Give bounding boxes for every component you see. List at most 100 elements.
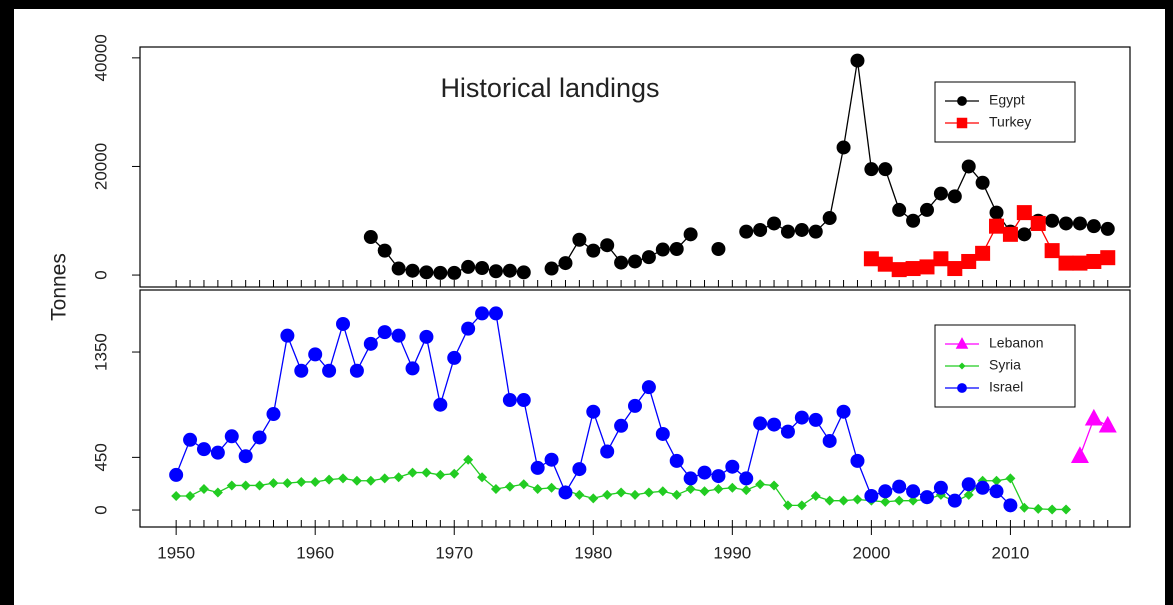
data-point — [933, 480, 948, 495]
data-point — [877, 256, 893, 272]
data-point — [641, 380, 656, 395]
data-point — [769, 480, 780, 491]
legend-label: Turkey — [989, 114, 1031, 130]
data-point — [947, 493, 962, 508]
data-point — [1005, 473, 1016, 484]
data-point — [810, 490, 821, 501]
data-point — [669, 241, 684, 256]
data-point — [1084, 408, 1103, 426]
data-point — [989, 484, 1004, 499]
y-tick-label: 1350 — [91, 333, 110, 371]
data-point — [961, 159, 976, 174]
data-point — [725, 459, 740, 474]
data-point — [1047, 504, 1058, 515]
data-point — [975, 245, 991, 261]
data-point — [794, 410, 809, 425]
data-point — [266, 407, 281, 422]
data-point — [975, 480, 990, 495]
data-point — [711, 241, 726, 256]
data-point — [475, 260, 490, 275]
data-point — [1058, 255, 1074, 271]
data-point — [322, 363, 337, 378]
data-point — [933, 186, 948, 201]
data-point — [602, 489, 613, 500]
data-point — [822, 433, 837, 448]
data-point — [794, 222, 809, 237]
data-point — [363, 336, 378, 351]
y-tick-label: 0 — [91, 270, 110, 279]
data-point — [546, 482, 557, 493]
data-point — [407, 467, 418, 478]
data-point — [991, 475, 1002, 486]
data-point — [880, 496, 891, 507]
data-point — [488, 306, 503, 321]
data-point — [947, 261, 963, 277]
data-point — [504, 481, 515, 492]
data-point — [947, 189, 962, 204]
data-point — [808, 412, 823, 427]
data-point — [628, 398, 642, 413]
x-tick-label: 2000 — [852, 543, 890, 562]
data-point — [588, 493, 599, 504]
legend-marker — [956, 117, 968, 129]
data-point — [1019, 502, 1030, 513]
data-point — [753, 416, 768, 431]
data-point — [1061, 504, 1072, 515]
data-point — [532, 483, 543, 494]
legend-marker — [957, 383, 967, 393]
data-point — [699, 486, 710, 497]
data-point — [1070, 446, 1089, 463]
data-point — [1098, 415, 1117, 433]
data-point — [308, 347, 323, 362]
data-point — [741, 485, 752, 496]
data-point — [1072, 255, 1088, 271]
frame-left — [0, 0, 14, 605]
data-point — [713, 483, 724, 494]
data-point — [171, 490, 182, 501]
data-point — [530, 460, 545, 475]
x-tick-label: 1980 — [574, 543, 612, 562]
data-point — [1044, 243, 1060, 259]
data-point — [808, 224, 823, 239]
data-point — [655, 242, 670, 257]
data-point — [544, 452, 559, 467]
data-point — [891, 262, 907, 278]
legend-label: Lebanon — [989, 335, 1044, 351]
data-point — [1100, 250, 1116, 266]
data-point — [461, 321, 476, 336]
x-tick-label: 1960 — [296, 543, 334, 562]
data-point — [421, 467, 432, 478]
data-point — [780, 424, 795, 439]
data-point — [989, 205, 1004, 220]
data-point — [1002, 226, 1018, 242]
data-point — [796, 500, 807, 511]
data-point — [600, 444, 615, 459]
data-point — [516, 265, 531, 280]
data-point — [377, 243, 392, 258]
data-point — [572, 232, 587, 247]
data-point — [975, 175, 990, 190]
data-point — [780, 224, 795, 239]
legend-label: Egypt — [989, 92, 1025, 108]
data-point — [671, 489, 682, 500]
data-point — [616, 487, 627, 498]
data-point — [280, 328, 295, 343]
data-point — [488, 264, 503, 279]
data-point — [447, 265, 462, 280]
data-point — [989, 218, 1005, 234]
data-point — [475, 306, 490, 321]
data-point — [419, 265, 434, 280]
data-point — [683, 227, 698, 242]
data-point — [1100, 221, 1115, 236]
data-point — [502, 393, 517, 408]
data-point — [905, 261, 921, 277]
data-point — [351, 475, 362, 486]
data-point — [226, 480, 237, 491]
legend-marker — [958, 362, 966, 370]
data-point — [1086, 219, 1101, 234]
data-point — [906, 213, 921, 228]
data-point — [391, 328, 406, 343]
data-point — [379, 473, 390, 484]
data-point — [169, 467, 184, 482]
